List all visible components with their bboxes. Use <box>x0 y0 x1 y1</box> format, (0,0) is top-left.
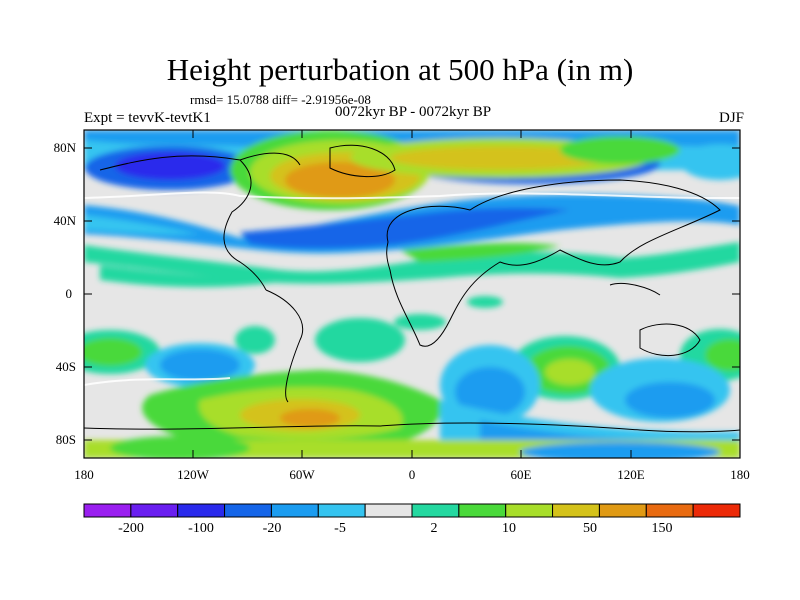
colorbar-box <box>130 503 179 518</box>
colorbar <box>83 503 741 518</box>
colorbar-label: -20 <box>263 521 282 536</box>
colorbar-label: -100 <box>188 521 214 536</box>
colorbar-box <box>411 503 460 518</box>
plot-title: Height perturbation at 500 hPa (in m) <box>166 52 634 87</box>
colorbar-label: 10 <box>502 521 516 536</box>
lat-label: 0 <box>66 286 73 301</box>
lon-label: 180 <box>74 467 94 482</box>
lon-label: 180 <box>730 467 750 482</box>
colorbar-labels: -200 -100 -20 -5 2 10 50 150 <box>118 521 672 536</box>
colorbar-box <box>598 503 647 518</box>
colorbar-label: 50 <box>583 521 597 536</box>
colorbar-box <box>458 503 507 518</box>
lon-label: 60W <box>289 467 315 482</box>
colorbar-box <box>224 503 272 518</box>
colorbar-label: -200 <box>118 521 144 536</box>
colorbar-box <box>505 503 554 518</box>
colorbar-box <box>177 503 226 518</box>
lat-label: 40N <box>54 213 77 228</box>
lon-ticks <box>192 130 632 458</box>
colorbar-box <box>692 503 741 518</box>
lat-labels: 80N 40N 0 40S 80S <box>54 140 77 447</box>
period-label: 0072kyr BP - 0072kyr BP <box>334 104 492 120</box>
season-label: DJF <box>718 110 744 126</box>
colorbar-label: 150 <box>652 521 673 536</box>
colorbar-box <box>270 503 319 518</box>
experiment-label: Expt = tevvK-tevtK1 <box>84 110 211 126</box>
lon-label: 120E <box>617 467 645 482</box>
colorbar-label: 2 <box>431 521 438 536</box>
lon-label: 60E <box>511 467 532 482</box>
lat-label: 80S <box>56 432 76 447</box>
coastlines <box>84 144 740 433</box>
lat-ticks <box>84 147 740 441</box>
contour-field <box>84 130 740 458</box>
lon-labels: 180 120W 60W 0 60E 120E 180 <box>74 467 750 482</box>
colorbar-box <box>364 503 413 518</box>
lat-label: 40S <box>56 359 76 374</box>
colorbar-box <box>317 503 366 518</box>
colorbar-box <box>83 503 132 518</box>
colorbar-box <box>552 503 600 518</box>
stats-line: rmsd= 15.0788 diff= -2.91956e-08 <box>190 92 371 107</box>
lon-label: 0 <box>409 467 416 482</box>
lon-label: 120W <box>177 467 210 482</box>
colorbar-label: -5 <box>334 521 346 536</box>
lat-label: 80N <box>54 140 77 155</box>
colorbar-box <box>645 503 694 518</box>
